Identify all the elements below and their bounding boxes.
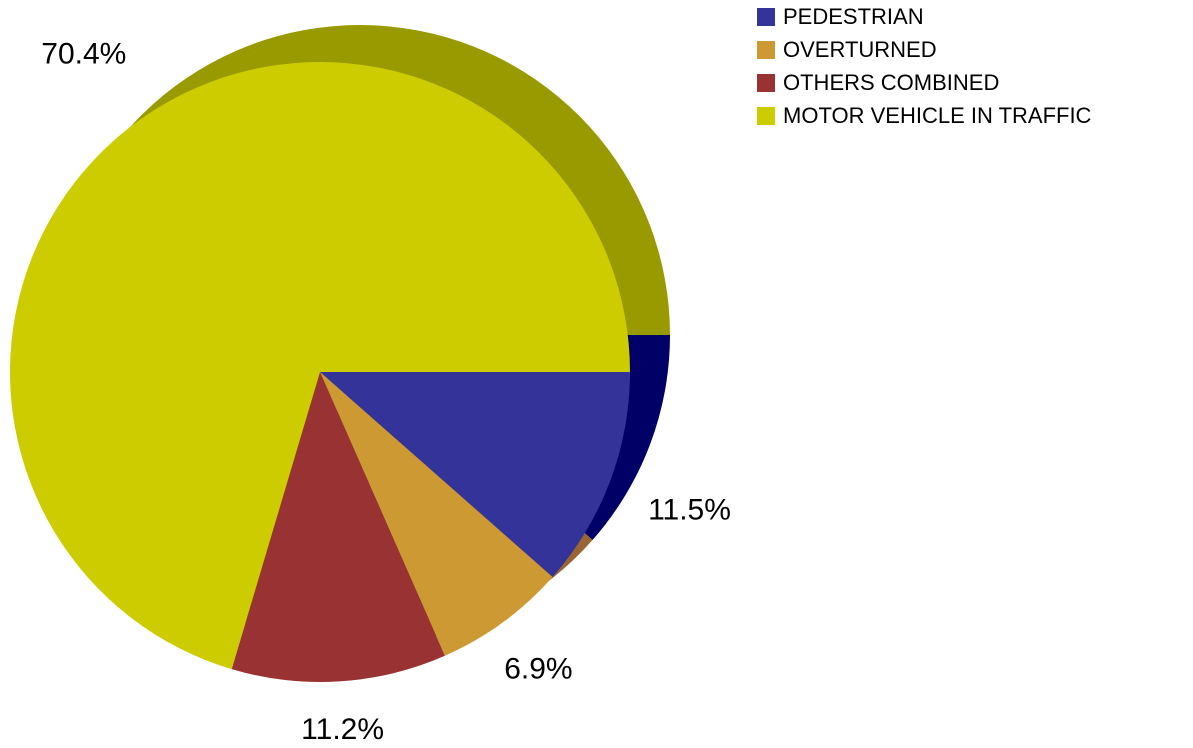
pie-slice (231, 372, 445, 682)
pie-slice (9, 62, 630, 670)
pie-slice (320, 372, 630, 578)
legend-swatch (757, 74, 775, 92)
legend-swatch (757, 107, 775, 125)
value-label: 11.5% (648, 494, 731, 527)
legend-label: OTHERS COMBINED (783, 70, 999, 95)
legend-label: PEDESTRIAN (783, 4, 924, 29)
legend-swatch (757, 8, 775, 26)
legend-swatch (757, 41, 775, 59)
value-label: 6.9% (504, 653, 572, 686)
value-label: 11.2% (301, 713, 384, 746)
value-label: 70.4% (41, 37, 126, 70)
legend-label: OVERTURNED (783, 37, 937, 62)
legend-label: MOTOR VEHICLE IN TRAFFIC (783, 103, 1092, 128)
pie-slice (320, 372, 553, 656)
